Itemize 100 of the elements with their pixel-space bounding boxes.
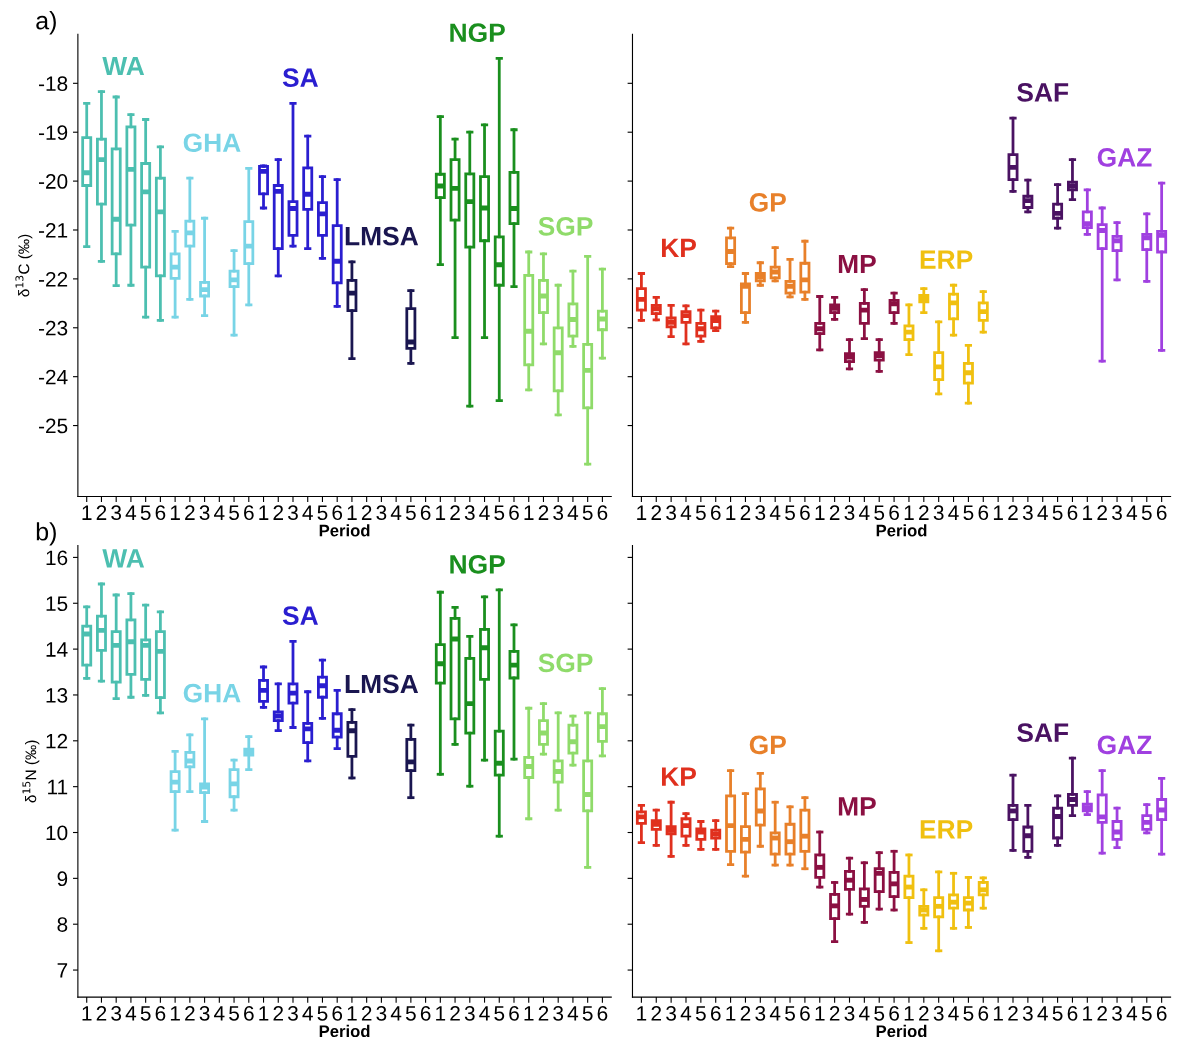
x-tick-label: 1 [726, 1006, 736, 1021]
x-tick-label: 3 [287, 1005, 298, 1021]
y-axis-title: δ$^{13}$C (‰) [15, 234, 33, 297]
x-tick-label: 5 [785, 1006, 795, 1021]
x-tick-label: 1 [259, 1006, 269, 1021]
x-tick-label: 1 [82, 1006, 92, 1021]
series-label: GP [749, 193, 786, 212]
series-label: GAZ [1097, 735, 1152, 755]
x-tick-label: 5 [874, 505, 885, 521]
x-tick-label: 4 [948, 1006, 959, 1021]
series-label: SGP [538, 216, 593, 236]
x-tick-label: 2 [450, 505, 460, 520]
x-tick-label: 1 [524, 1006, 534, 1021]
x-tick-label: 1 [82, 505, 92, 520]
x-axis-title: Period [319, 1024, 370, 1038]
x-tick-label: 3 [844, 505, 855, 521]
x-tick-label: 2 [273, 1005, 284, 1021]
x-tick-label: 2 [450, 1005, 460, 1021]
x-tick-label: 6 [1067, 1005, 1078, 1021]
x-tick-label: 4 [680, 505, 692, 520]
x-tick-label: 1 [637, 505, 647, 520]
x-tick-label: 2 [1097, 1005, 1107, 1021]
x-tick-label: 4 [302, 1006, 313, 1021]
y-tick-label: 16 [46, 550, 68, 566]
x-tick-label: 4 [390, 1006, 402, 1021]
x-tick-label: 1 [347, 1006, 357, 1021]
x-tick-label: 2 [919, 505, 929, 520]
x-tick-label: 3 [1112, 1005, 1122, 1021]
x-tick-label: 6 [244, 1005, 254, 1021]
series-label: GP [749, 735, 786, 755]
y-tick-label: -21 [38, 223, 68, 238]
x-tick-label: 2 [96, 1005, 107, 1021]
y-tick-label: -18 [38, 76, 68, 92]
x-tick-label: 4 [567, 1006, 579, 1021]
text: GHA [183, 133, 241, 153]
y-tick-label: 15 [46, 596, 68, 612]
y-tick-label: -20 [38, 174, 68, 189]
text: b) [36, 522, 56, 546]
x-tick-label: 2 [538, 505, 549, 520]
y-tick-label: 11 [48, 779, 68, 795]
series-label: WA [102, 549, 145, 568]
x-tick-label: 2 [96, 505, 107, 520]
x-tick-label: 6 [155, 1005, 166, 1021]
x-tick-label: 5 [785, 505, 795, 521]
series-label: NGP [450, 554, 505, 574]
x-tick-label: 1 [436, 1006, 446, 1021]
series-label: WA [102, 56, 145, 76]
x-tick-label: 1 [436, 505, 446, 520]
x-tick-label: 2 [361, 1005, 372, 1021]
x-tick-label: 3 [111, 1005, 122, 1021]
x-axis-title: Period [319, 524, 370, 537]
x-tick-label: 1 [1083, 505, 1093, 520]
series-label: ERP [920, 250, 973, 269]
x-tick-label: 5 [317, 1006, 328, 1021]
series-label: KP [661, 767, 696, 786]
series-label: SGP [538, 653, 593, 673]
x-tick-label: 4 [390, 505, 402, 520]
text: NGP [450, 23, 505, 43]
x-tick-label: 5 [405, 1006, 416, 1021]
y-tick-label: -25 [38, 418, 68, 434]
x-tick-label: 3 [933, 1005, 944, 1021]
x-tick-label: 2 [273, 505, 284, 520]
x-tick-label: 4 [769, 1006, 781, 1021]
x-tick-label: 3 [199, 505, 210, 521]
x-tick-label: 3 [376, 1005, 387, 1021]
x-tick-label: 6 [800, 505, 810, 521]
x-tick-label: 3 [464, 505, 475, 521]
x-tick-label: 1 [347, 505, 357, 520]
x-tick-label: 1 [637, 1006, 647, 1021]
x-tick-label: 5 [229, 505, 239, 521]
y-tick-label: -22 [38, 271, 68, 287]
x-tick-label: 4 [125, 1006, 137, 1021]
x-tick-label: 6 [509, 505, 519, 521]
x-tick-label: 4 [1037, 1006, 1048, 1021]
x-tick-label: 4 [214, 1006, 225, 1021]
x-tick-label: 5 [140, 505, 151, 521]
x-tick-label: 3 [666, 505, 676, 521]
series-label: GHA [183, 683, 241, 703]
x-tick-label: 3 [111, 505, 122, 521]
y-tick-label: 10 [46, 825, 68, 841]
x-tick-label: 6 [978, 505, 989, 521]
y-tick-label: 14 [46, 642, 68, 657]
x-tick-label: 1 [170, 1006, 180, 1021]
x-tick-label: 2 [740, 1005, 751, 1021]
series-label: MP [838, 797, 876, 816]
x-tick-label: 5 [317, 505, 328, 521]
text: SA [282, 68, 318, 88]
series-label: LMSA [345, 674, 419, 694]
x-tick-label: 5 [1052, 505, 1063, 521]
x-tick-label: 6 [420, 1005, 431, 1021]
x-tick-label: 3 [287, 505, 298, 521]
x-tick-label: 1 [815, 1006, 825, 1021]
x-tick-label: 5 [695, 505, 706, 521]
x-tick-label: 1 [170, 505, 180, 520]
x-tick-label: 3 [933, 505, 944, 521]
x-tick-label: 1 [259, 505, 269, 520]
x-tick-label: 3 [755, 505, 766, 521]
x-tick-label: 6 [597, 505, 608, 521]
x-tick-label: 3 [464, 1005, 475, 1021]
x-tick-label: 5 [582, 1006, 593, 1021]
